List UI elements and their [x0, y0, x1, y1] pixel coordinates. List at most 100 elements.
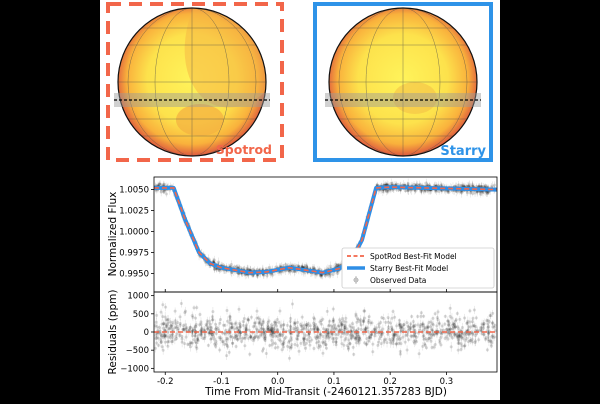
residual-point [440, 324, 444, 328]
residual-point [274, 342, 278, 346]
residual-point [321, 351, 325, 355]
residual-point [155, 341, 159, 345]
residual-point [419, 311, 423, 315]
residual-point [209, 328, 213, 332]
residual-point [299, 324, 303, 328]
residual-point [488, 314, 492, 318]
residual-point [183, 342, 187, 346]
residual-point [368, 335, 372, 339]
residual-point [171, 332, 175, 336]
residual-point [395, 337, 399, 341]
residual-point [268, 333, 272, 337]
residual-point [469, 338, 473, 342]
residual-point [279, 339, 283, 343]
residual-point [253, 321, 257, 325]
residual-point [222, 331, 226, 335]
starry-frame [313, 2, 493, 162]
residual-point [487, 330, 491, 334]
residual-point [174, 321, 178, 325]
observed-point [389, 181, 393, 185]
residual-point [326, 327, 330, 331]
residual-point [431, 330, 435, 334]
residual-point [424, 346, 428, 350]
residual-point [283, 337, 287, 341]
residual-point [412, 328, 416, 332]
residual-point [274, 320, 278, 324]
residual-point [424, 326, 428, 330]
observed-point [313, 266, 317, 270]
residual-point [225, 343, 229, 347]
residual-point [256, 335, 260, 339]
residual-point [322, 327, 326, 331]
residual-point [296, 320, 300, 324]
residual-point [471, 316, 475, 320]
residual-point [428, 332, 432, 336]
residual-point [443, 314, 447, 318]
residual-point [233, 332, 237, 336]
residual-point [187, 328, 191, 332]
residual-point [331, 325, 335, 329]
observed-point [490, 184, 494, 188]
residual-point [470, 337, 474, 341]
residual-point [246, 336, 250, 340]
residual-point [284, 335, 288, 339]
observed-point [467, 183, 471, 187]
residual-point [205, 319, 209, 323]
residual-point [446, 331, 450, 335]
residual-point [379, 342, 383, 346]
residual-point [400, 325, 404, 329]
observed-point [295, 264, 299, 268]
residual-point [458, 317, 462, 321]
residual-point [340, 322, 344, 326]
residual-point [386, 320, 390, 324]
residual-point [439, 343, 443, 347]
residual-point [348, 324, 352, 328]
residual-point [452, 323, 456, 327]
residual-point [288, 339, 292, 343]
residual-point [293, 322, 297, 326]
observed-point [386, 190, 390, 194]
residual-point [449, 327, 453, 331]
residual-point [190, 341, 194, 345]
residual-point [253, 335, 257, 339]
residual-point [448, 314, 452, 318]
residual-point [238, 321, 242, 325]
residual-point [348, 342, 352, 346]
residual-point [357, 341, 361, 345]
residual-point [274, 321, 278, 325]
residual-point [153, 324, 157, 328]
residual-point [203, 337, 207, 341]
residual-point [300, 315, 304, 319]
observed-point [424, 189, 428, 193]
residual-point [180, 334, 184, 338]
residual-point [295, 326, 299, 330]
residual-point [217, 335, 221, 339]
residual-point [155, 336, 159, 340]
residual-point [160, 345, 164, 349]
residual-point [333, 323, 337, 327]
residual-point [280, 348, 284, 352]
residual-point [161, 322, 165, 326]
residual-point [357, 334, 361, 338]
residual-point [409, 334, 413, 338]
residual-point [342, 343, 346, 347]
residual-point [255, 309, 259, 313]
residual-point [258, 334, 262, 338]
residual-point [164, 325, 168, 329]
residual-point [334, 340, 338, 344]
residual-point [335, 337, 339, 341]
residual-point [352, 352, 356, 356]
residual-point [198, 329, 202, 333]
residual-point [233, 336, 237, 340]
residual-point [450, 336, 454, 340]
residual-point [352, 328, 356, 332]
observed-point [447, 190, 451, 194]
observed-point [471, 192, 475, 196]
residual-point [207, 331, 211, 335]
residual-point [201, 336, 205, 340]
flux-y-label: Normalized Flux [107, 192, 119, 277]
residual-point [173, 338, 177, 342]
residual-point [155, 313, 159, 317]
observed-point [318, 274, 322, 278]
observed-point [387, 188, 391, 192]
